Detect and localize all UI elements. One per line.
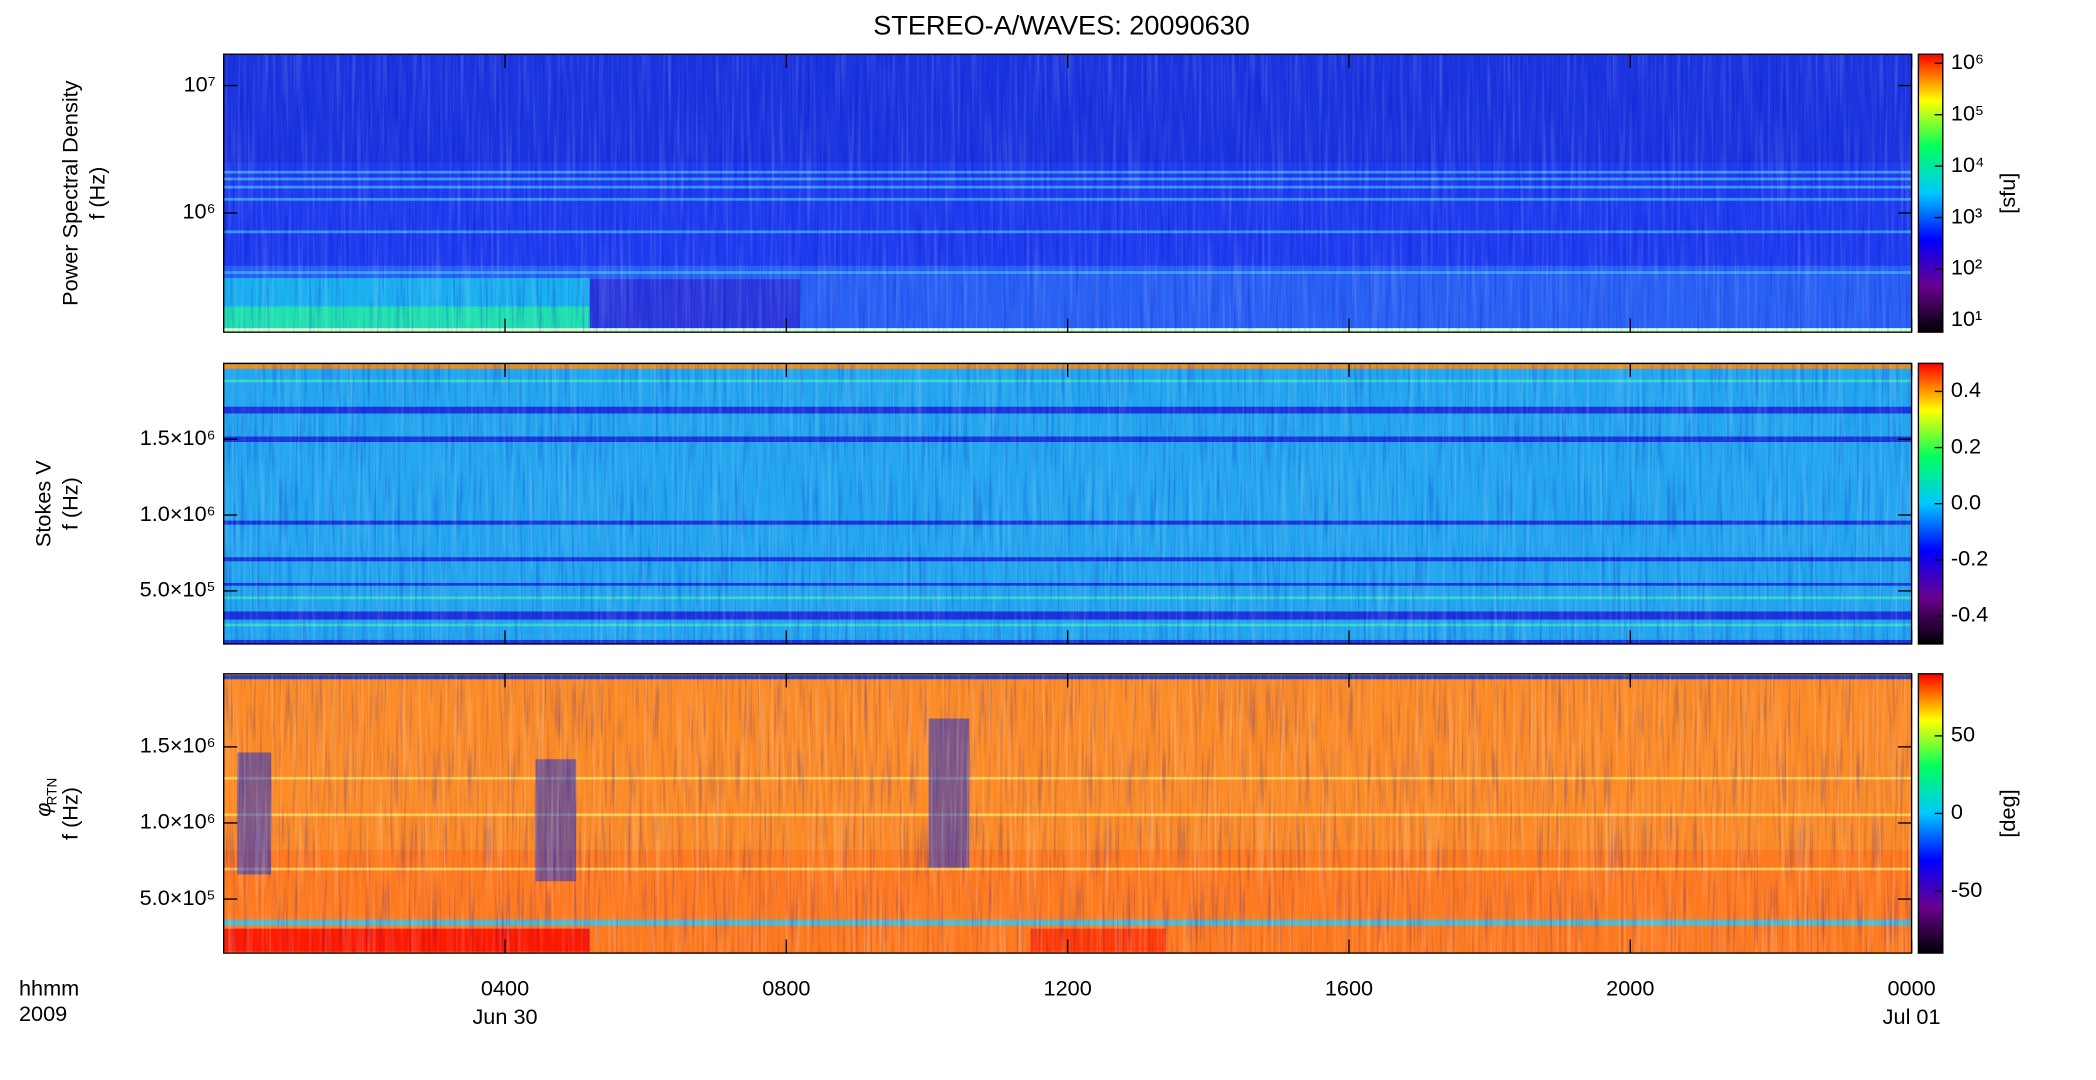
colorbar-tick-label: 10³	[1951, 203, 1982, 228]
colorbar-label: [sfu]	[1995, 173, 2020, 214]
colorbar-tick-label: 10⁴	[1951, 152, 1984, 177]
colorbar-tick-label: 0.2	[1951, 433, 1981, 458]
spectrogram	[223, 363, 1912, 644]
x-date-label: Jul 01	[1883, 1004, 1941, 1029]
x-tick-label: 1600	[1325, 975, 1373, 1000]
colorbar-tick-label: 10¹	[1951, 306, 1982, 331]
x-tick-label: 0000	[1887, 975, 1935, 1000]
colorbar	[1917, 53, 1944, 333]
colorbar-tick-label: 10²	[1951, 255, 1982, 280]
x-tick-label: 0400	[481, 975, 529, 1000]
y-tick-label: 5.0×10⁵	[140, 577, 216, 602]
x-tick-label: 2000	[1606, 975, 1654, 1000]
texture	[223, 54, 1912, 333]
colorbar-tick-label: 0.0	[1951, 489, 1981, 514]
colorbar-tick-label: 0	[1951, 799, 1963, 824]
x-axis-label: hhmm	[19, 975, 79, 1000]
y-tick-label: 1.0×10⁶	[140, 501, 216, 526]
y-axis-label: f (Hz)	[58, 477, 83, 530]
texture	[223, 673, 1912, 954]
y-axis-label: f (Hz)	[58, 787, 83, 840]
colorbar-tick-label: 50	[1951, 722, 1975, 747]
y-tick-label: 1.0×10⁶	[140, 809, 216, 834]
colorbar-tick-label: -0.4	[1951, 602, 1988, 627]
spectrogram	[223, 673, 1912, 954]
x-axis-label: 2009	[19, 1001, 67, 1026]
colorbar-label: [deg]	[1995, 789, 2020, 837]
y-axis-label: φ	[30, 803, 55, 817]
chart-title: STEREO-A/WAVES: 20090630	[873, 9, 1250, 40]
colorbar-tick-label: 10⁵	[1951, 100, 1984, 125]
y-tick-label: 10⁷	[184, 71, 216, 96]
colorbar-tick-label: -50	[1951, 877, 1982, 902]
x-tick-label: 1200	[1044, 975, 1092, 1000]
y-tick-label: 1.5×10⁶	[140, 733, 216, 758]
y-axis-label-subscript: RTN	[44, 778, 59, 806]
y-tick-label: 10⁶	[183, 199, 216, 224]
y-axis-label: f (Hz)	[85, 167, 110, 220]
x-date-label: Jun 30	[472, 1004, 537, 1029]
y-tick-label: 5.0×10⁵	[140, 885, 216, 910]
spectrogram	[223, 54, 1912, 333]
texture	[223, 363, 1912, 644]
colorbar-tick-label: 0.4	[1951, 377, 1981, 402]
colorbar-tick-label: -0.2	[1951, 546, 1988, 571]
y-tick-label: 1.5×10⁶	[140, 425, 216, 450]
colorbar-tick-label: 10⁶	[1951, 49, 1984, 74]
y-axis-label: Stokes V	[30, 460, 55, 547]
x-tick-label: 0800	[762, 975, 810, 1000]
y-axis-label: Power Spectral Density	[58, 80, 83, 306]
